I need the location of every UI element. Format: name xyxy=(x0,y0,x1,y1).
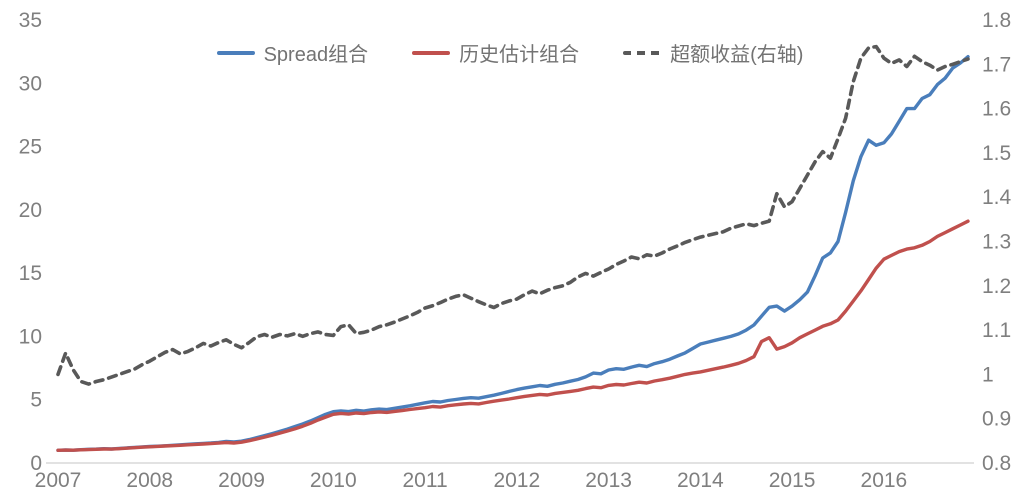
series-line-1 xyxy=(56,219,970,452)
x-axis-tick-label: 2015 xyxy=(769,469,816,492)
right-axis-tick-label: 0.9 xyxy=(982,408,1011,431)
left-axis-tick-label: 0 xyxy=(30,452,42,475)
right-axis-tick-label: 1.8 xyxy=(982,9,1011,32)
left-axis-tick-label: 25 xyxy=(19,136,42,159)
x-axis-tick-label: 2013 xyxy=(585,469,632,492)
x-axis-tick-label: 2007 xyxy=(35,469,82,492)
right-axis-tick-label: 1.3 xyxy=(982,231,1011,254)
x-axis-tick-label: 2012 xyxy=(493,469,540,492)
right-axis-tick-label: 1.6 xyxy=(982,98,1011,121)
right-axis-tick-label: 1.1 xyxy=(982,319,1011,342)
x-axis-tick-label: 2011 xyxy=(402,469,447,492)
series-line-0 xyxy=(56,55,970,452)
left-axis-tick-label: 5 xyxy=(30,389,42,412)
right-axis-tick-label: 1.5 xyxy=(982,142,1011,165)
left-axis-tick-label: 20 xyxy=(19,199,42,222)
right-axis-tick-label: 1 xyxy=(982,363,994,386)
x-axis-tick-label: 2009 xyxy=(218,469,265,492)
right-axis-tick-label: 1.4 xyxy=(982,186,1012,209)
x-axis-tick-label: 2008 xyxy=(126,469,173,492)
series-line-2 xyxy=(56,44,970,386)
left-axis-tick-label: 15 xyxy=(19,262,42,285)
right-axis-tick-label: 0.8 xyxy=(982,452,1011,475)
x-axis-tick-label: 2016 xyxy=(861,469,908,492)
right-axis-tick-label: 1.2 xyxy=(982,275,1011,298)
right-axis-tick-label: 1.7 xyxy=(982,53,1011,76)
x-axis-tick-label: 2010 xyxy=(310,469,357,492)
left-axis-tick-label: 10 xyxy=(19,325,42,348)
left-axis-tick-label: 30 xyxy=(19,72,42,95)
x-axis-tick-label: 2014 xyxy=(677,469,724,492)
left-axis-tick-label: 35 xyxy=(19,9,42,32)
